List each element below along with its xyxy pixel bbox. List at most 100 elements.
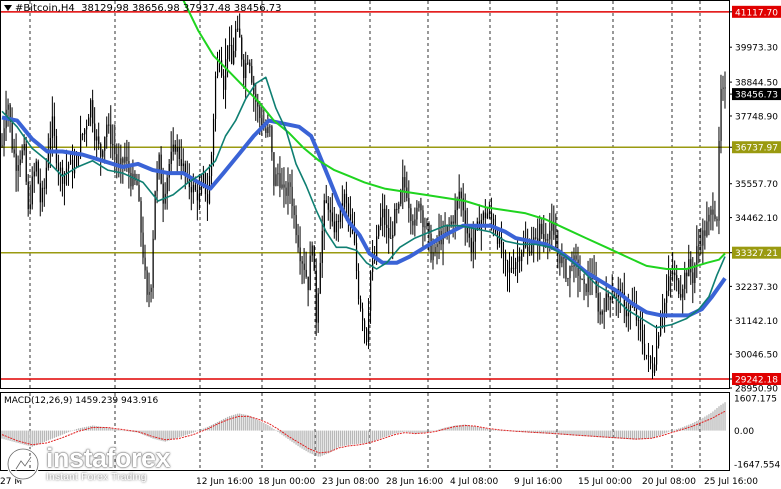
macd-bar (627, 430, 630, 440)
macd-bar (555, 430, 557, 435)
macd-bar (665, 430, 668, 433)
candle-body (722, 87, 724, 89)
price-label: 37748.90 (735, 112, 778, 122)
candle-body (120, 158, 122, 166)
candle-body (184, 163, 186, 174)
candle-body (84, 129, 86, 135)
macd-bar (724, 402, 726, 431)
macd-bar (567, 430, 569, 436)
candle-body (243, 59, 245, 78)
candle-body (317, 293, 319, 323)
macd-bar (651, 430, 654, 438)
macd-bar (480, 427, 483, 431)
macd-bar (160, 430, 162, 441)
macd-bar (81, 427, 84, 431)
time-label: 25 Jul 16:00 (704, 477, 758, 487)
candle-body (223, 75, 225, 90)
candle-body (374, 259, 376, 261)
candle-body (529, 251, 531, 254)
macd-bar (390, 430, 392, 435)
candle-body (615, 297, 617, 299)
macd-bar (692, 422, 694, 431)
candle-body (53, 116, 56, 136)
macd-bar (172, 430, 174, 440)
macd-bar (529, 430, 531, 433)
candle-body (720, 88, 722, 141)
macd-bar (382, 430, 384, 438)
candle-body (102, 150, 104, 157)
macd-bar (77, 428, 80, 431)
candle-body (458, 191, 460, 200)
candle-body (394, 208, 396, 236)
candle-body (716, 218, 718, 221)
macd-bar (7, 430, 9, 441)
candle-body (235, 28, 237, 51)
macd-bar (591, 430, 593, 437)
macd-bar (144, 430, 146, 436)
macd-bar (484, 428, 487, 431)
candle-body (190, 187, 193, 193)
macd-bar (174, 430, 176, 439)
candle-body (521, 252, 523, 262)
candle-body (307, 276, 309, 291)
candle-body (192, 184, 195, 193)
macd-bar (639, 430, 642, 440)
macd-bar (224, 417, 227, 431)
candle-body (96, 136, 98, 141)
price-tag (732, 141, 781, 154)
time-label: 4 Jul 08:00 (450, 477, 499, 487)
macd-bar (287, 430, 289, 440)
candle-body (535, 237, 537, 239)
macd-bar (440, 428, 442, 431)
candle-body (583, 279, 585, 284)
candle-body (666, 290, 668, 303)
macd-bar (537, 430, 539, 434)
macd-bar (426, 430, 428, 433)
price-label: 35557.70 (735, 180, 778, 190)
macd-bar (531, 430, 533, 433)
candle-body (112, 143, 114, 146)
macd-bar (635, 430, 638, 440)
macd-bar (255, 418, 257, 431)
candle-body (682, 288, 684, 298)
candle-body (69, 159, 72, 165)
ohlc-values: 38129.98 38656.98 37937.48 38456.73 (81, 3, 282, 14)
macd-bar (476, 426, 478, 431)
macd-bar (462, 424, 464, 431)
macd-bar (625, 430, 628, 440)
candle-body (456, 199, 458, 211)
macd-bar (94, 425, 96, 431)
macd-bar (408, 430, 410, 433)
macd-bar (202, 428, 205, 431)
candle-body (132, 173, 134, 187)
macd-bar (13, 430, 15, 442)
macd-bar (299, 430, 301, 448)
candle-body (668, 276, 670, 291)
macd-bar (29, 430, 31, 447)
macd-bar (67, 430, 70, 433)
macd-bar (710, 412, 712, 431)
candle-body (202, 173, 205, 183)
candle-body (712, 209, 714, 215)
candle-body (492, 218, 495, 229)
price-label: 41117.70 (735, 8, 778, 18)
macd-bar (504, 430, 507, 432)
macd-bar (98, 426, 100, 431)
macd-bar (230, 415, 233, 431)
macd-bar (190, 430, 193, 434)
candle-body (214, 76, 217, 119)
macd-bar (351, 430, 354, 445)
candle-body (527, 246, 529, 252)
candle-body (279, 173, 281, 188)
candle-body (676, 275, 678, 281)
candle-body (470, 237, 472, 253)
candle-body (718, 140, 720, 221)
candle-body (21, 150, 23, 160)
macd-bar (210, 425, 213, 431)
candle-body (299, 247, 301, 262)
chart-header: #Bitcoin,H4 38129.98 38656.98 37937.48 3… (4, 3, 282, 14)
macd-bar (73, 429, 76, 431)
candle-body (27, 181, 29, 210)
macd-bar (61, 430, 64, 435)
